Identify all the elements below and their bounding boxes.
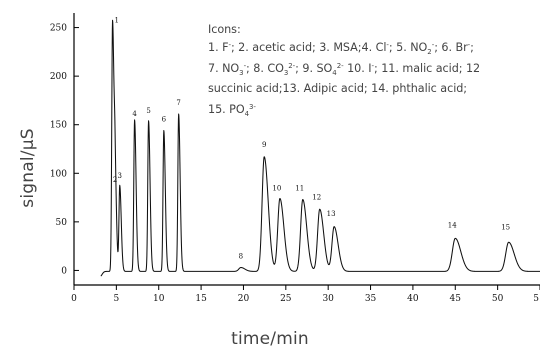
peak-label: 8 <box>239 253 243 261</box>
peak-label: 5 <box>146 107 150 115</box>
annotation-line-2: 7. NO3-; 8. CO32-; 9. SO42- 10. I-; 11. … <box>208 62 480 77</box>
peak-label: 9 <box>262 141 266 149</box>
annotation-1-sub-no2: 2 <box>427 48 431 56</box>
annotation-2-part-b: ; 8. CO <box>246 62 284 75</box>
annotation-1-sup-br: - <box>468 41 471 49</box>
annotation-4-part-a: 15. PO <box>208 103 245 116</box>
annotation-1-part-c: ; 5. NO <box>389 41 428 54</box>
peak-label: 12 <box>312 193 321 201</box>
x-tick-label: 25 <box>280 294 292 304</box>
peak-label: 4 <box>132 110 137 118</box>
peak-label: 1 <box>115 17 119 25</box>
x-tick-label: 40 <box>407 294 419 304</box>
annotation-2-sub-so4: 4 <box>332 69 337 77</box>
annotation-title: Icons: <box>208 23 241 36</box>
annotation-2-sup-i: - <box>372 62 375 70</box>
annotation-1-sup-cl: - <box>386 41 389 49</box>
peak-label: 7 <box>176 99 180 107</box>
y-axis-title: signal/μS <box>18 128 38 207</box>
y-tick-label: 100 <box>50 169 67 179</box>
annotation-1-part-d: ; 6. Br <box>434 41 468 54</box>
x-tick-label: 50 <box>492 294 504 304</box>
y-tick-label: 150 <box>50 121 67 131</box>
annotation-4-sub-po4: 4 <box>245 110 250 118</box>
x-tick-label: 0 <box>71 294 77 304</box>
y-tick-label: 0 <box>61 266 67 276</box>
peak-label: 13 <box>327 210 336 218</box>
annotation-2-part-e: ; 11. malic acid; 12 <box>374 62 480 75</box>
plot-layer <box>100 19 540 277</box>
annotation-1-part-b: ; 2. acetic acid; 3. MSA;4. Cl <box>231 41 386 54</box>
x-tick-label: 5 <box>533 294 539 304</box>
x-tick-label: 30 <box>322 294 334 304</box>
annotation-4-sup-po4: 3- <box>249 103 256 111</box>
peak-label: 14 <box>448 222 457 230</box>
chromatogram-trace <box>100 19 540 277</box>
annotation-2-part-a: 7. NO <box>208 62 239 75</box>
annotation-1-sup-no2: - <box>432 41 435 49</box>
x-tick-label: 20 <box>238 294 250 304</box>
annotation-1-sup-f: - <box>228 41 231 49</box>
annotation-2-sup-co3: 2- <box>288 62 295 70</box>
peak-label: 11 <box>295 185 304 193</box>
annotation-2-sub-no3: 3 <box>239 69 243 77</box>
annotation-line-3: succinic acid;13. Adipic acid; 14. phtha… <box>208 82 467 95</box>
annotation-1-part-e: ; <box>470 41 474 54</box>
y-tick-label: 250 <box>50 24 67 34</box>
annotation-line-1: 1. F-; 2. acetic acid; 3. MSA;4. Cl-; 5.… <box>208 41 474 56</box>
peak-label: 2 <box>113 176 117 184</box>
annotation-2-sub-co3: 3 <box>284 69 288 77</box>
peak-label: 6 <box>162 116 167 124</box>
x-tick-label: 5 <box>113 294 119 304</box>
x-tick-label: 10 <box>153 294 165 304</box>
legend-annotation: Icons: 1. F-; 2. acetic acid; 3. MSA;4. … <box>208 23 480 118</box>
annotation-line-4: 15. PO43- <box>208 103 256 118</box>
annotation-2-sup-so4: 2- <box>337 62 344 70</box>
peak-label: 10 <box>272 185 281 193</box>
x-tick-label: 35 <box>365 294 377 304</box>
y-tick-label: 200 <box>50 72 67 82</box>
peak-label: 15 <box>501 224 510 232</box>
annotation-2-part-c: ; 9. SO <box>295 62 332 75</box>
annotation-2-sup-no3: - <box>244 62 247 70</box>
annotation-2-part-d: 10. I <box>344 62 372 75</box>
x-tick-label: 15 <box>195 294 207 304</box>
x-tick-label: 45 <box>450 294 462 304</box>
y-tick-label: 50 <box>56 218 68 228</box>
peak-label: 3 <box>118 172 122 180</box>
x-axis-title: time/min <box>231 329 309 349</box>
annotation-1-part-a: 1. F <box>208 41 228 54</box>
